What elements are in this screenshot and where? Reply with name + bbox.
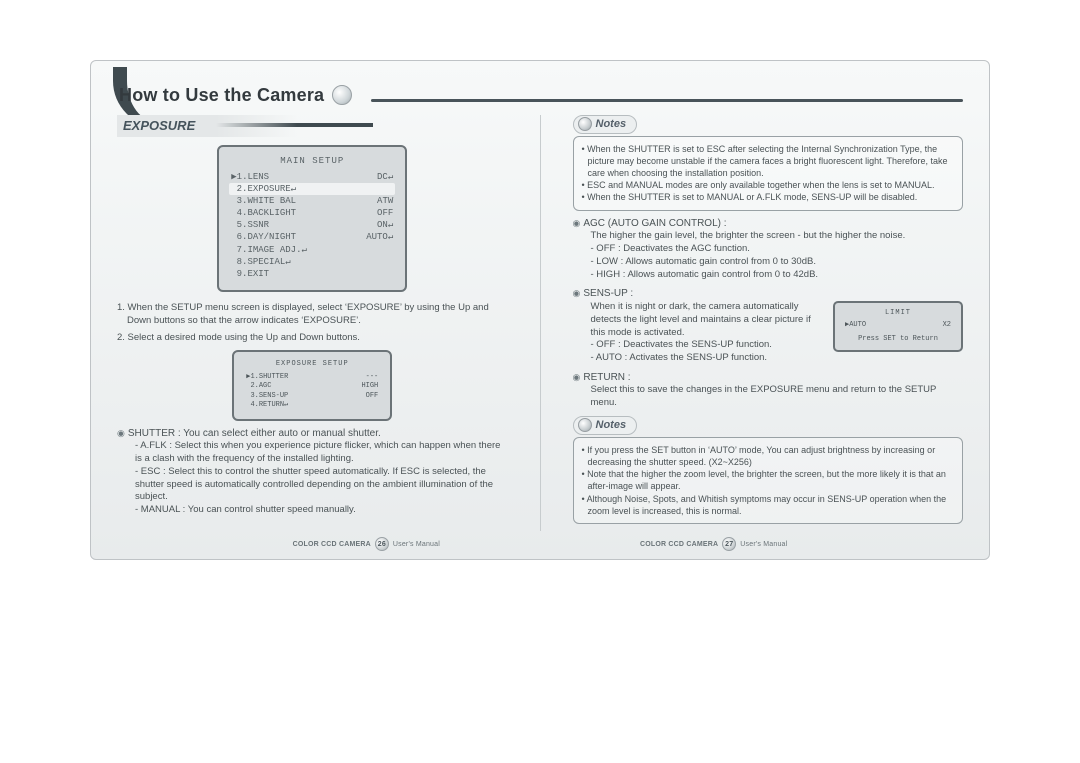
notes-item: Although Noise, Spots, and Whitish sympt… <box>588 493 955 517</box>
osd-main-title: MAIN SETUP <box>229 155 395 167</box>
osd-row: 5.SSNRON↵ <box>229 219 395 231</box>
osd-row: 6.DAY/NIGHTAUTO↵ <box>229 231 395 243</box>
step-1: 1. When the SETUP menu screen is display… <box>127 302 508 328</box>
manual-page: How to Use the Camera EXPOSURE MAIN SETU… <box>90 60 990 560</box>
sensup-intro: When it is night or dark, the camera aut… <box>591 301 820 339</box>
return-text: Select this to save the changes in the E… <box>591 384 964 410</box>
notes-tag-2: Notes <box>573 416 638 435</box>
notes-label-2: Notes <box>596 418 627 433</box>
osd-exposure-setup: EXPOSURE SETUP ▶1.SHUTTER--- 2.AGCHIGH 3… <box>232 350 392 420</box>
notes-tag-1: Notes <box>573 115 638 134</box>
osd-limit-row: ▶AUTO X2 <box>843 321 953 330</box>
shutter-manual: - MANUAL : You can control shutter speed… <box>135 504 508 517</box>
section-head-exposure: EXPOSURE <box>117 115 297 137</box>
osd-row: 4.BACKLIGHTOFF <box>229 207 395 219</box>
osd-row: 3.WHITE BALATW <box>229 195 395 207</box>
left-column: EXPOSURE MAIN SETUP ▶1.LENSDC↵ 2.EXPOSUR… <box>117 115 508 531</box>
sensup-off: - OFF : Deactivates the SENS-UP function… <box>591 339 820 352</box>
footer-left: COLOR CCD CAMERA 26 User's Manual <box>293 537 440 551</box>
osd-main-setup: MAIN SETUP ▶1.LENSDC↵ 2.EXPOSURE↵ 3.WHIT… <box>217 145 407 292</box>
page-title: How to Use the Camera <box>113 85 324 106</box>
osd-row: 2.EXPOSURE↵ <box>229 183 395 195</box>
page-footer: COLOR CCD CAMERA 26 User's Manual COLOR … <box>91 537 989 551</box>
title-divider <box>371 99 963 102</box>
page-number-right: 27 <box>722 537 736 551</box>
osd-row: 8.SPECIAL↵ <box>229 256 395 268</box>
osd-row: ▶1.LENSDC↵ <box>229 171 395 183</box>
agc-off: - OFF : Deactivates the AGC function. <box>591 243 964 256</box>
title-bar: How to Use the Camera <box>113 73 352 117</box>
osd-row: 4.RETURN↵ <box>244 401 380 410</box>
column-divider <box>540 115 541 531</box>
shutter-aflk: - A.FLK : Select this when you experienc… <box>135 440 508 466</box>
sensup-topic: SENS-UP : <box>573 287 964 301</box>
sensup-row: When it is night or dark, the camera aut… <box>573 301 964 365</box>
agc-low: - LOW : Allows automatic gain control fr… <box>591 256 964 269</box>
return-head: RETURN : <box>573 372 631 383</box>
osd-exposure-title: EXPOSURE SETUP <box>244 360 380 369</box>
notes-item: ESC and MANUAL modes are only available … <box>588 179 955 191</box>
page-number-left: 26 <box>375 537 389 551</box>
osd-row: 2.AGCHIGH <box>244 382 380 391</box>
sensup-auto: - AUTO : Activates the SENS-UP function. <box>591 352 820 365</box>
agc-topic: AGC (AUTO GAIN CONTROL) : <box>573 217 964 231</box>
notes-item: When the SHUTTER is set to MANUAL or A.F… <box>588 191 955 203</box>
notes-item: Note that the higher the zoom level, the… <box>588 468 955 492</box>
osd-row: ▶1.SHUTTER--- <box>244 373 380 382</box>
agc-high: - HIGH : Allows automatic gain control f… <box>591 269 964 282</box>
footer-right: COLOR CCD CAMERA 27 User's Manual <box>640 537 787 551</box>
osd-row: 7.IMAGE ADJ.↵ <box>229 244 395 256</box>
right-column: Notes When the SHUTTER is set to ESC aft… <box>573 115 964 531</box>
notes-label-1: Notes <box>596 117 627 132</box>
content-columns: EXPOSURE MAIN SETUP ▶1.LENSDC↵ 2.EXPOSUR… <box>117 115 963 531</box>
agc-intro: The higher the gain level, the brighter … <box>591 230 964 243</box>
osd-row: 3.SENS-UPOFF <box>244 392 380 401</box>
osd-limit-foot: Press SET to Return <box>843 335 953 344</box>
osd-limit: LIMIT ▶AUTO X2 Press SET to Return <box>833 301 963 352</box>
sensup-head: SENS-UP : <box>573 288 634 299</box>
notes-item: When the SHUTTER is set to ESC after sel… <box>588 143 955 179</box>
step-2: 2. Select a desired mode using the Up an… <box>127 332 508 345</box>
notes-dot-icon-2 <box>578 418 592 432</box>
sensup-text: When it is night or dark, the camera aut… <box>573 301 820 365</box>
osd-row: 9.EXIT <box>229 268 395 280</box>
shutter-topic: SHUTTER : You can select either auto or … <box>117 427 508 441</box>
notes-box-1: When the SHUTTER is set to ESC after sel… <box>573 136 964 211</box>
shutter-head: SHUTTER : You can select either auto or … <box>117 428 381 439</box>
shutter-esc: - ESC : Select this to control the shutt… <box>135 466 508 504</box>
notes-box-2: If you press the SET button in ‘AUTO’ mo… <box>573 437 964 524</box>
return-topic: RETURN : <box>573 371 964 385</box>
notes-item: If you press the SET button in ‘AUTO’ mo… <box>588 444 955 468</box>
osd-limit-title: LIMIT <box>843 309 953 318</box>
agc-head: AGC (AUTO GAIN CONTROL) : <box>573 218 727 229</box>
notes-dot-icon <box>578 117 592 131</box>
